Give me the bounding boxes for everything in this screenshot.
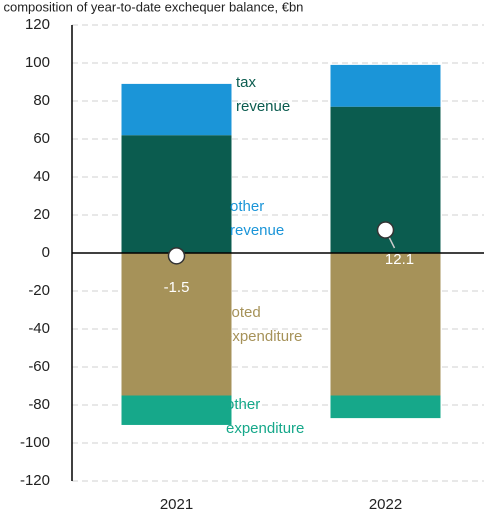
chart-title: l composition of year-to-date exchequer …: [0, 0, 303, 14]
bar-segment: [330, 395, 441, 419]
bar-segment: [121, 253, 232, 396]
series-label: other expenditure: [226, 396, 304, 437]
series-label: other revenue: [230, 198, 284, 239]
y-tick-label: 40: [33, 168, 50, 185]
bar-segment: [121, 83, 232, 136]
y-tick-label: -40: [28, 320, 50, 337]
series-label: voted expenditure: [224, 304, 302, 345]
y-tick-label: 100: [25, 54, 50, 71]
bar-segment: [330, 253, 441, 396]
balance-marker: [376, 221, 395, 239]
balance-label: 12.1: [385, 251, 414, 268]
y-tick-label: -100: [20, 434, 50, 451]
y-tick-label: 0: [42, 244, 50, 261]
leader-line: [387, 235, 396, 249]
y-tick-label: 20: [33, 206, 50, 223]
balance-marker: [167, 247, 186, 265]
y-tick-label: -20: [28, 282, 50, 299]
y-tick-label: 120: [25, 16, 50, 33]
y-tick-label: 60: [33, 130, 50, 147]
bar-segment: [330, 64, 441, 107]
y-tick-label: 80: [33, 92, 50, 109]
x-tick-label: 2021: [160, 496, 193, 513]
balance-label: -1.5: [164, 279, 190, 296]
y-tick-label: -60: [28, 358, 50, 375]
bar-segment: [121, 395, 232, 425]
series-label: tax revenue: [236, 74, 290, 115]
y-tick-label: -120: [20, 472, 50, 489]
x-tick-label: 2022: [369, 496, 402, 513]
y-tick-label: -80: [28, 396, 50, 413]
bar-segment: [121, 135, 232, 253]
